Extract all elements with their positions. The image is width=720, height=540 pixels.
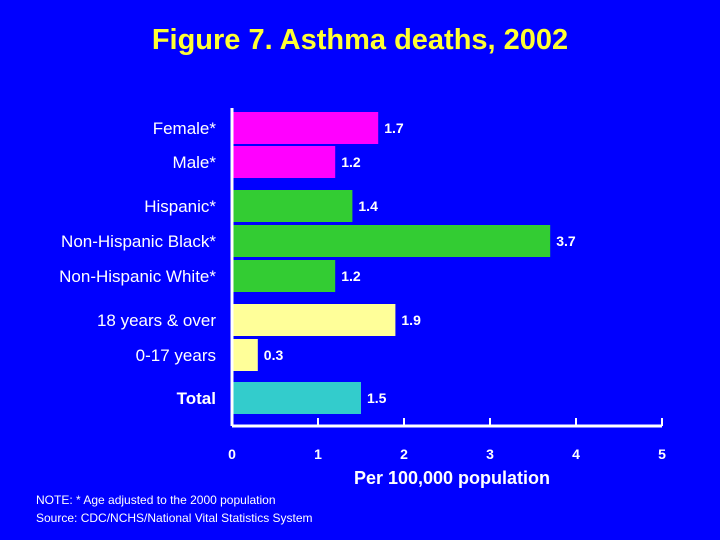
chart-title: Figure 7. Asthma deaths, 2002 bbox=[151, 24, 569, 56]
category-label-6: 0-17 years bbox=[136, 346, 216, 365]
category-label-3: Non-Hispanic Black* bbox=[61, 232, 216, 251]
footnote: NOTE: * Age adjusted to the 2000 populat… bbox=[36, 493, 276, 507]
category-label-1: Male* bbox=[173, 153, 217, 172]
source-note: Source: CDC/NCHS/National Vital Statisti… bbox=[36, 511, 313, 525]
value-label-0: 1.7 bbox=[384, 120, 404, 136]
bar-3 bbox=[232, 225, 551, 257]
category-label-4: Non-Hispanic White* bbox=[59, 267, 216, 286]
category-label-0: Female* bbox=[153, 119, 217, 138]
value-label-1: 1.2 bbox=[341, 154, 361, 170]
x-tick-label-2: 2 bbox=[400, 446, 408, 462]
category-label-5: 18 years & over bbox=[97, 311, 216, 330]
bar-5 bbox=[232, 304, 396, 336]
bar-6 bbox=[232, 339, 258, 371]
x-tick-label-4: 4 bbox=[572, 446, 580, 462]
category-label-2: Hispanic* bbox=[144, 197, 216, 216]
value-label-6: 0.3 bbox=[264, 347, 284, 363]
value-label-3: 3.7 bbox=[556, 233, 576, 249]
bar-0 bbox=[232, 112, 379, 144]
x-tick-label-1: 1 bbox=[314, 446, 322, 462]
x-tick-label-3: 3 bbox=[486, 446, 494, 462]
x-tick-label-5: 5 bbox=[658, 446, 666, 462]
x-axis-label: Per 100,000 population bbox=[354, 468, 550, 488]
bar-4 bbox=[232, 260, 336, 292]
bar-1 bbox=[232, 146, 336, 178]
category-label-7: Total bbox=[177, 389, 216, 408]
value-label-2: 1.4 bbox=[358, 198, 378, 214]
value-label-5: 1.9 bbox=[401, 312, 421, 328]
bar-2 bbox=[232, 190, 353, 222]
bar-7 bbox=[232, 382, 361, 414]
x-tick-label-0: 0 bbox=[228, 446, 236, 462]
value-label-4: 1.2 bbox=[341, 268, 361, 284]
value-label-7: 1.5 bbox=[367, 390, 387, 406]
